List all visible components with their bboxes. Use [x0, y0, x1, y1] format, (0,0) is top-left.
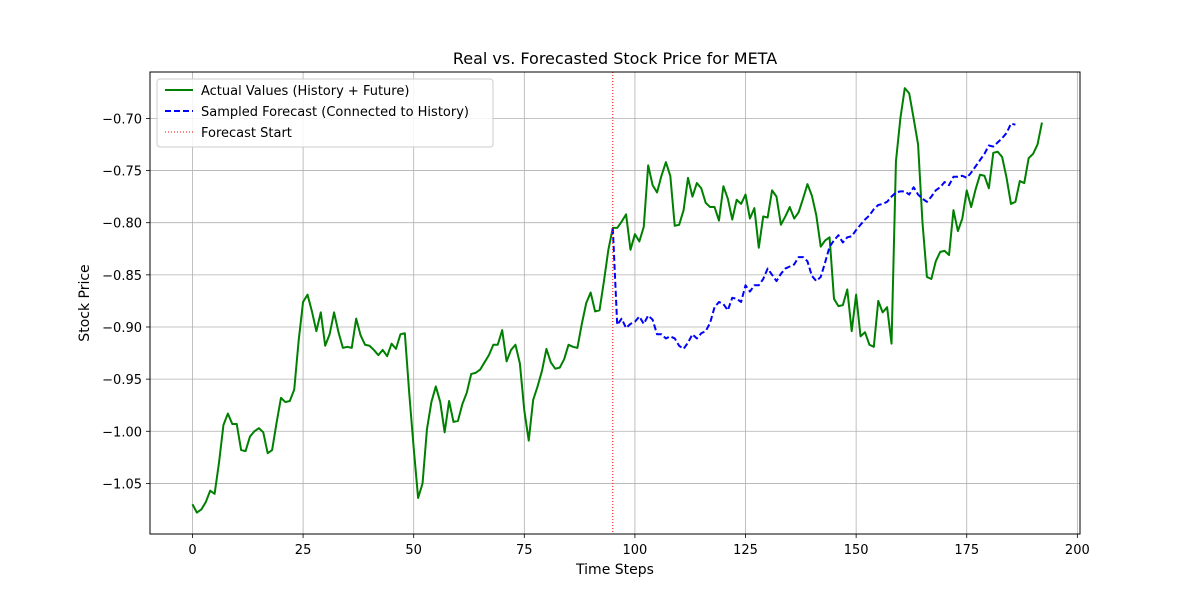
y-tick-label: −1.05 [102, 477, 142, 492]
x-tick-label: 150 [844, 543, 869, 558]
y-tick-label: −0.80 [102, 217, 142, 232]
y-tick-label: −0.70 [102, 112, 142, 127]
y-tick-label: −0.95 [102, 373, 142, 388]
x-axis-label: Time Steps [575, 562, 654, 578]
plot-area-frame [149, 71, 1081, 535]
y-axis-label: Stock Price [77, 264, 93, 341]
legend-box [156, 78, 494, 148]
y-tick-label: −0.90 [102, 321, 142, 336]
legend-label-forecast-start: Forecast Start [201, 126, 292, 141]
y-tick-label: −0.75 [102, 165, 142, 180]
axis-ticks: 0 25 50 75 100 125 150 175 200 −1.05 −1.00 −0.95 −0.… [102, 112, 1090, 558]
x-tick-label: 200 [1065, 543, 1090, 558]
chart-title: Real vs. Forecasted Stock Price for META [453, 49, 777, 68]
x-tick-label: 0 [188, 543, 196, 558]
x-tick-label: 50 [405, 543, 422, 558]
legend-label-forecast: Sampled Forecast (Connected to History) [201, 105, 469, 120]
x-tick-label: 125 [733, 543, 758, 558]
y-tick-label: −0.85 [102, 269, 142, 284]
x-tick-label: 175 [954, 543, 979, 558]
actual-values-line [191, 87, 1043, 514]
legend-label-actual: Actual Values (History + Future) [201, 84, 409, 99]
y-tick-label: −1.00 [102, 425, 142, 440]
sampled-forecast-line [611, 122, 1016, 350]
x-tick-label: 25 [295, 543, 312, 558]
x-tick-label: 100 [622, 543, 647, 558]
legend: Actual Values (History + Future) Sampled… [156, 78, 494, 148]
plot-series [191, 72, 1043, 534]
x-tick-label: 75 [516, 543, 533, 558]
